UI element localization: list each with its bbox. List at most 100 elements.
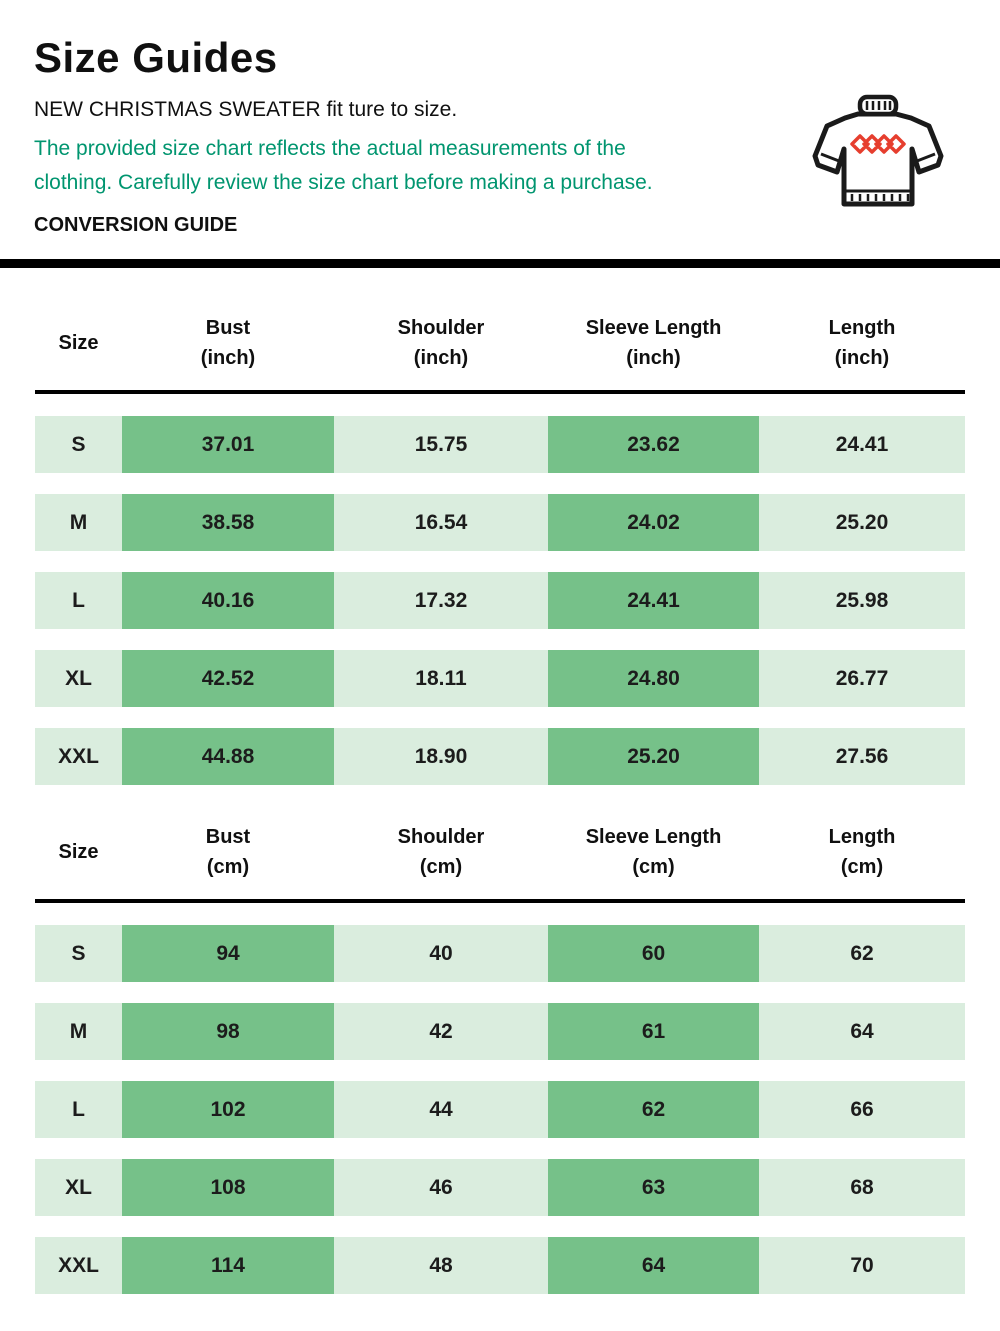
- table-row: XXL 44.88 18.90 25.20 27.56: [35, 728, 965, 785]
- sleeve-length-value-cell: 24.80: [548, 650, 759, 707]
- length-value-cell: 62: [759, 925, 965, 982]
- size-label-cell: L: [35, 572, 122, 629]
- sleeve-length-value-cell: 25.20: [548, 728, 759, 785]
- size-label-cell: XL: [35, 1159, 122, 1216]
- table-row: XL 108 46 63 68: [35, 1159, 965, 1216]
- column-header-length: Length (cm): [759, 822, 965, 882]
- bust-value-cell: 98: [122, 1003, 334, 1060]
- column-unit: (cm): [419, 856, 463, 878]
- column-label: Length: [828, 826, 896, 848]
- column-label: Bust: [205, 826, 251, 848]
- sleeve-length-value-cell: 64: [548, 1237, 759, 1294]
- size-label-cell: S: [35, 925, 122, 982]
- size-label-cell: XL: [35, 650, 122, 707]
- table-row: L 102 44 62 66: [35, 1081, 965, 1138]
- column-label: Size: [58, 332, 99, 354]
- shoulder-value-cell: 48: [334, 1237, 548, 1294]
- sleeve-length-value-cell: 24.02: [548, 494, 759, 551]
- bust-value-cell: 102: [122, 1081, 334, 1138]
- size-label-cell: L: [35, 1081, 122, 1138]
- fit-subtitle: NEW CHRISTMAS SWEATER fit ture to size.: [34, 98, 458, 121]
- table-row: L 40.16 17.32 24.41 25.98: [35, 572, 965, 629]
- column-header-bust: Bust (inch): [122, 313, 334, 373]
- shoulder-value-cell: 46: [334, 1159, 548, 1216]
- table-row: S 94 40 60 62: [35, 925, 965, 982]
- size-table-inch: Size Bust (inch) Shoulder (inch) Sleeve Le…: [35, 306, 965, 785]
- column-unit: (inch): [413, 347, 469, 369]
- column-unit: (inch): [626, 347, 681, 369]
- column-unit: (inch): [834, 347, 890, 369]
- header-divider: [35, 390, 965, 394]
- column-label: Size: [58, 841, 99, 863]
- bust-value-cell: 108: [122, 1159, 334, 1216]
- divider-bar: [0, 259, 1000, 268]
- size-label-cell: XXL: [35, 728, 122, 785]
- table-header-row: Size Bust (cm) Shoulder (cm) Sleeve Length…: [35, 815, 965, 889]
- length-value-cell: 70: [759, 1237, 965, 1294]
- bust-value-cell: 40.16: [122, 572, 334, 629]
- length-value-cell: 27.56: [759, 728, 965, 785]
- column-unit: (inch): [200, 347, 256, 369]
- size-table-cm: Size Bust (cm) Shoulder (cm) Sleeve Length…: [35, 815, 965, 1294]
- size-label-cell: XXL: [35, 1237, 122, 1294]
- length-value-cell: 24.41: [759, 416, 965, 473]
- christmas-sweater-icon: [808, 92, 948, 218]
- sleeve-length-value-cell: 24.41: [548, 572, 759, 629]
- shoulder-value-cell: 15.75: [334, 416, 548, 473]
- column-header-size: Size: [35, 837, 122, 867]
- column-header-sleeve-length: Sleeve Length (inch): [548, 313, 759, 373]
- column-label: Sleeve Length: [585, 826, 722, 848]
- table-row: XXL 114 48 64 70: [35, 1237, 965, 1294]
- column-label: Bust: [205, 317, 251, 339]
- column-unit: (cm): [632, 856, 675, 878]
- table-row: S 37.01 15.75 23.62 24.41: [35, 416, 965, 473]
- bust-value-cell: 44.88: [122, 728, 334, 785]
- column-header-sleeve-length: Sleeve Length (cm): [548, 822, 759, 882]
- column-unit: (cm): [840, 856, 884, 878]
- size-chart-note: The provided size chart reflects the act…: [34, 137, 653, 194]
- shoulder-value-cell: 18.90: [334, 728, 548, 785]
- column-header-size: Size: [35, 328, 122, 358]
- column-header-shoulder: Shoulder (inch): [334, 313, 548, 373]
- shoulder-value-cell: 18.11: [334, 650, 548, 707]
- header-section: Size Guides NEW CHRISTMAS SWEATER fit tu…: [0, 0, 1000, 237]
- column-header-length: Length (inch): [759, 313, 965, 373]
- table-row: M 98 42 61 64: [35, 1003, 965, 1060]
- conversion-guide-label: CONVERSION GUIDE: [34, 214, 238, 236]
- shoulder-value-cell: 42: [334, 1003, 548, 1060]
- shoulder-value-cell: 40: [334, 925, 548, 982]
- bust-value-cell: 94: [122, 925, 334, 982]
- column-header-shoulder: Shoulder (cm): [334, 822, 548, 882]
- column-label: Length: [828, 317, 896, 339]
- sleeve-length-value-cell: 23.62: [548, 416, 759, 473]
- column-label: Sleeve Length: [585, 317, 722, 339]
- length-value-cell: 25.20: [759, 494, 965, 551]
- size-label-cell: S: [35, 416, 122, 473]
- size-label-cell: M: [35, 1003, 122, 1060]
- length-value-cell: 26.77: [759, 650, 965, 707]
- shoulder-value-cell: 16.54: [334, 494, 548, 551]
- sleeve-length-value-cell: 61: [548, 1003, 759, 1060]
- shoulder-value-cell: 44: [334, 1081, 548, 1138]
- length-value-cell: 25.98: [759, 572, 965, 629]
- page-title: Size Guides: [34, 34, 278, 81]
- bust-value-cell: 114: [122, 1237, 334, 1294]
- length-value-cell: 68: [759, 1159, 965, 1216]
- sleeve-length-value-cell: 60: [548, 925, 759, 982]
- table-row: M 38.58 16.54 24.02 25.20: [35, 494, 965, 551]
- header-divider: [35, 899, 965, 903]
- table-header-row: Size Bust (inch) Shoulder (inch) Sleeve Le…: [35, 306, 965, 380]
- column-unit: (cm): [206, 856, 250, 878]
- sleeve-length-value-cell: 62: [548, 1081, 759, 1138]
- bust-value-cell: 37.01: [122, 416, 334, 473]
- length-value-cell: 66: [759, 1081, 965, 1138]
- table-row: XL 42.52 18.11 24.80 26.77: [35, 650, 965, 707]
- sleeve-length-value-cell: 63: [548, 1159, 759, 1216]
- column-label: Shoulder: [397, 317, 485, 339]
- column-label: Shoulder: [397, 826, 485, 848]
- length-value-cell: 64: [759, 1003, 965, 1060]
- bust-value-cell: 38.58: [122, 494, 334, 551]
- column-header-bust: Bust (cm): [122, 822, 334, 882]
- shoulder-value-cell: 17.32: [334, 572, 548, 629]
